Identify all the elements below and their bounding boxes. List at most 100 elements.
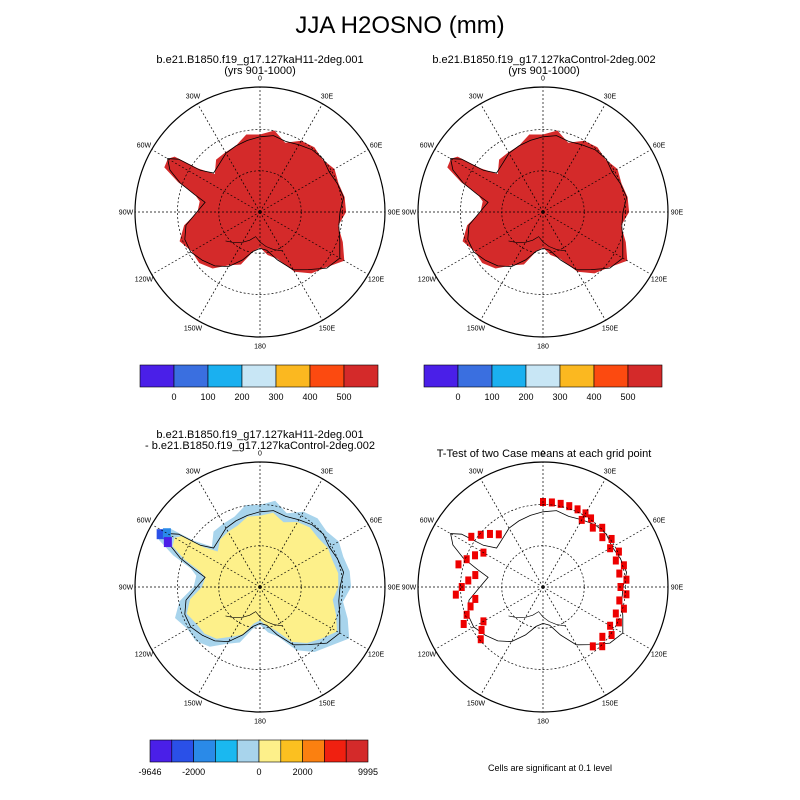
significant-cell [589, 642, 596, 651]
longitude-label: 150W [184, 701, 203, 708]
colorbar-swatch [241, 364, 277, 388]
polar-map-4: 0 30E 60E 90E 120E 150E 180 150W 120W 90W 60W 30W [402, 451, 684, 726]
longitude-label: 60E [653, 518, 666, 525]
longitude-label: 120E [651, 652, 668, 659]
difference-cell [162, 528, 171, 539]
longitude-label: 30E [321, 468, 334, 475]
polar-map-3: 0 30E 60E 90E 120E 150E 180 150W 120W 90W 60W 30W [119, 451, 401, 726]
longitude-label: 150W [184, 326, 203, 333]
colorbar-swatch [525, 364, 561, 388]
colorbar-swatch [559, 364, 595, 388]
longitude-label: 120E [651, 277, 668, 284]
coastline [167, 135, 345, 271]
meridian-line [259, 586, 323, 696]
colorbar-swatch [215, 739, 238, 763]
significant-cell [620, 561, 627, 570]
colorbar-tick-label: -2000 [182, 767, 205, 777]
longitude-label: 60W [137, 143, 152, 150]
meridian-line [259, 211, 323, 321]
map-boundary [417, 86, 669, 338]
colorbar-swatch [171, 739, 194, 763]
meridian-line [259, 524, 369, 588]
difference-cell [163, 537, 172, 548]
significant-cell [623, 590, 630, 599]
longitude-label: 60W [137, 518, 152, 525]
colorbar-swatch [236, 739, 260, 763]
significant-cell [557, 499, 564, 508]
longitude-label: 180 [254, 344, 266, 351]
longitude-label: 150E [602, 701, 619, 708]
longitude-label: 180 [254, 719, 266, 726]
significant-cell [599, 632, 606, 641]
meridian-line [197, 586, 261, 696]
longitude-label: 150E [319, 701, 336, 708]
colorbar-swatch [193, 739, 216, 763]
colorbar-tick-label: 400 [586, 392, 601, 402]
meridian-line [151, 586, 261, 650]
coastline [167, 510, 345, 646]
meridian-line [480, 586, 544, 696]
significant-cell [468, 532, 475, 541]
colorbar: -9646 -2000 0 2000 9995 [138, 739, 378, 777]
colorbar-tick-label: 100 [484, 392, 499, 402]
colorbar: 0 100 200 300 400 500 [423, 364, 663, 402]
longitude-label: 150E [602, 326, 619, 333]
significant-cell [548, 498, 555, 507]
colorbar-swatch [302, 739, 325, 763]
longitude-label: 120W [135, 652, 154, 659]
longitude-label: 90E [388, 585, 401, 592]
colorbar-tick-label: 0 [171, 392, 176, 402]
map-boundary [134, 86, 386, 338]
colorbar-swatch [345, 739, 369, 763]
latitude-circle [501, 545, 585, 629]
colorbar: 0 100 200 300 400 500 [139, 364, 379, 402]
meridian-line [542, 211, 606, 321]
colorbar-tick-label: 0 [256, 767, 261, 777]
significant-cell [463, 555, 470, 564]
colorbar-swatch [139, 364, 175, 388]
map-boundary [134, 461, 386, 713]
significant-cell [588, 514, 595, 523]
longitude-label: 150W [467, 701, 486, 708]
colorbar-swatch [275, 364, 311, 388]
meridian-line [480, 478, 544, 588]
significant-cell [599, 523, 606, 532]
meridian-line [151, 524, 261, 588]
panel2-title-line2: (yrs 901-1000) [508, 65, 580, 77]
longitude-label: 90E [671, 210, 684, 217]
longitude-label: 90E [671, 585, 684, 592]
significant-cell [608, 534, 615, 543]
snow-depth-field [164, 130, 347, 274]
significant-cell [566, 502, 573, 511]
colorbar-swatch [593, 364, 629, 388]
significant-cell [615, 618, 622, 627]
significant-cell [608, 631, 615, 640]
difference-field-positive-small [172, 512, 339, 643]
significant-cell [599, 642, 606, 651]
meridian-line [542, 103, 606, 213]
meridian-line [197, 103, 261, 213]
longitude-label: 150W [467, 326, 486, 333]
meridian-line [434, 211, 544, 275]
colorbar-swatch [324, 739, 347, 763]
colorbar-swatch [491, 364, 527, 388]
colorbar-swatch [309, 364, 345, 388]
significance-note: Cells are significant at 0.1 level [487, 763, 613, 773]
latitude-circle [460, 504, 626, 670]
meridian-line [197, 478, 261, 588]
ice-shelf-line [225, 236, 283, 252]
meridian-line [542, 149, 652, 213]
colorbar-swatch [423, 364, 459, 388]
panel2-title-line1: b.e21.B1850.f19_g17.127kaControl-2deg.00… [432, 54, 656, 66]
polar-map-2: 0 30E 60E 90E 120E 150E 180 150W 120W 90W 60W 30W [402, 76, 684, 351]
meridian-line [151, 211, 261, 275]
longitude-label: 60E [370, 518, 383, 525]
significant-cell [615, 547, 622, 556]
significant-cell [455, 560, 462, 569]
significant-cell [612, 556, 619, 565]
significant-cell [467, 602, 474, 611]
longitude-label: 30E [321, 93, 334, 100]
significant-cell [463, 610, 470, 619]
longitude-label: 30W [186, 93, 201, 100]
panel3-title-line1: b.e21.B1850.f19_g17.127kaH11-2deg.001 [156, 429, 364, 441]
